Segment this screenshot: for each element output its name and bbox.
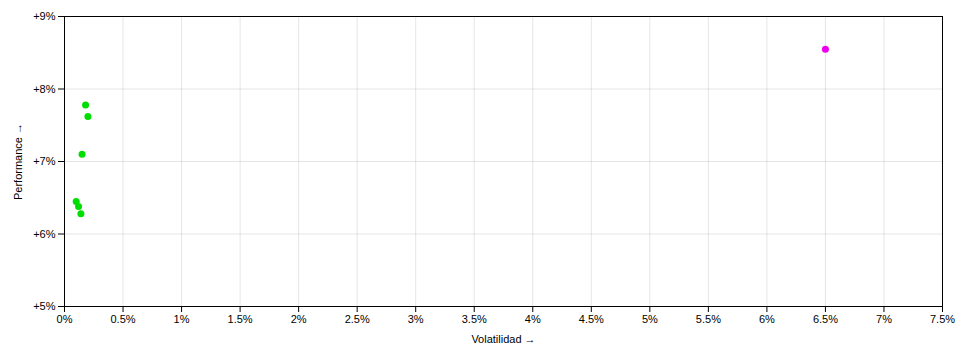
svg-text:3%: 3% — [408, 313, 424, 325]
svg-text:4%: 4% — [525, 313, 541, 325]
svg-text:+9%: +9% — [33, 10, 56, 22]
svg-text:+5%: +5% — [33, 300, 56, 312]
svg-text:2%: 2% — [291, 313, 307, 325]
svg-text:5%: 5% — [642, 313, 658, 325]
svg-text:3.5%: 3.5% — [462, 313, 487, 325]
svg-text:Volatilidad →: Volatilidad → — [471, 333, 535, 345]
svg-text:4.5%: 4.5% — [579, 313, 604, 325]
svg-text:Performance →: Performance → — [12, 123, 24, 200]
svg-text:1%: 1% — [174, 313, 190, 325]
svg-text:+8%: +8% — [33, 83, 56, 95]
svg-text:7%: 7% — [876, 313, 892, 325]
svg-text:0.5%: 0.5% — [110, 313, 135, 325]
svg-text:5.5%: 5.5% — [696, 313, 721, 325]
svg-text:0%: 0% — [57, 313, 73, 325]
svg-text:1.5%: 1.5% — [228, 313, 253, 325]
svg-text:6.5%: 6.5% — [813, 313, 838, 325]
svg-text:2.5%: 2.5% — [345, 313, 370, 325]
svg-text:+6%: +6% — [33, 228, 56, 240]
svg-text:7.5%: 7.5% — [930, 313, 955, 325]
svg-text:+7%: +7% — [33, 155, 56, 167]
svg-text:6%: 6% — [759, 313, 775, 325]
